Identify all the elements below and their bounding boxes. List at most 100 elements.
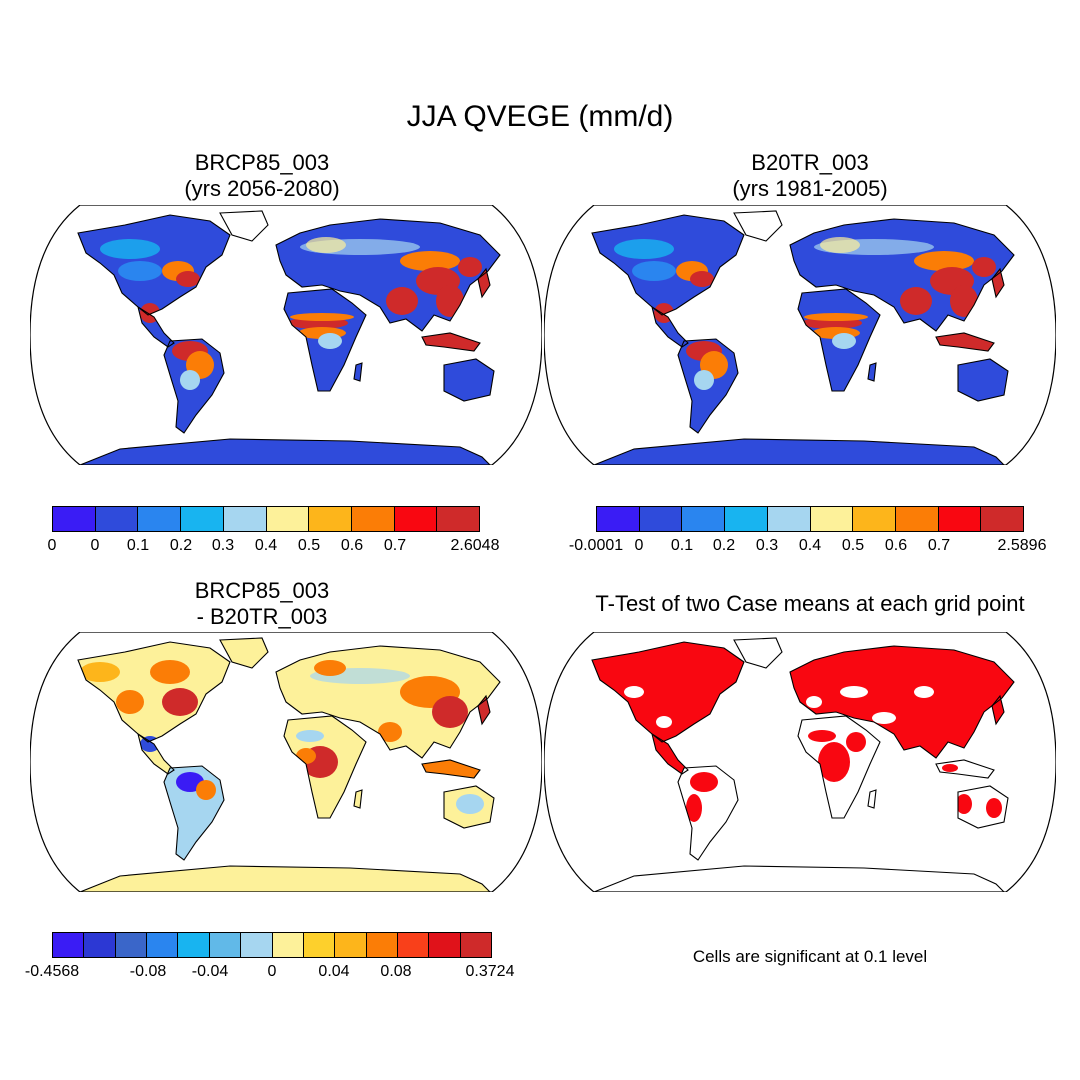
colorbar-swatch [178,933,210,957]
colorbar-swatch [429,933,461,957]
field-patch [196,780,216,800]
field-patch [694,370,714,390]
panel-title-ttest: T-Test of two Case means at each grid po… [595,591,1025,616]
coastline [591,214,745,316]
coastline [651,305,689,348]
colorbar-swatch [241,933,273,957]
panel-case-name: BRCP85_003 [194,150,330,175]
colorbar-tick-label: 0 [47,537,57,554]
land-europeAsia [790,646,1014,758]
colorbar-tick-label: -0.04 [191,963,229,980]
colorbar-swatch [639,507,683,531]
field-patch [846,732,866,752]
map-frame [544,632,1056,892]
colorbar-swatch [394,507,438,531]
colorbar-swatch [397,933,430,957]
field-patch [306,237,346,253]
colorbar-swatch [303,933,336,957]
field-patch [456,794,484,814]
colorbar-historical [596,506,1024,532]
panel-minus-case: - B20TR_003 [196,604,328,629]
colorbar-tick-label: 0.6 [340,537,364,554]
land-antarctica [80,439,490,465]
field-patch [956,794,972,814]
colorbar-swatch [147,933,179,957]
colorbar-swatch [767,507,811,531]
field-patch [180,370,200,390]
field-patch [436,285,464,317]
coastline [283,715,367,819]
field-patch [80,662,120,682]
field-patch [820,237,860,253]
field-patch [690,271,714,287]
map-frame [544,205,1056,465]
map-historical [544,205,1056,465]
colorbar-swatch [272,933,304,957]
colorbar-tick-label: 0.2 [712,537,736,554]
map-frame [30,632,542,892]
colorbar-swatch [95,507,139,531]
field-patch [432,696,468,728]
field-patch [656,716,672,728]
coastline [421,759,481,779]
coastline [477,694,491,726]
land-greenland [734,211,782,241]
coastline [957,785,1009,829]
colorbar-swatch [84,933,116,957]
land-northAmerica [78,642,230,742]
colorbar-tick-label: 0 [634,537,644,554]
panel-title-historical: B20TR_003 (yrs 1981-2005) [660,150,960,202]
coastline [477,267,491,299]
field-patch [806,696,822,708]
field-patch [832,333,856,349]
coastline [443,785,495,829]
field-patch [654,303,674,323]
colorbar-swatch [223,507,267,531]
map-frame [30,205,542,465]
coastline [77,641,231,743]
coastline [137,305,175,348]
land-greenland [734,638,782,668]
field-patch [914,251,974,271]
coastline [591,641,745,743]
colorbar-swatch [597,507,640,531]
field-patch [624,686,644,698]
colorbar-tick-label: 0.7 [927,537,951,554]
colorbar-swatch [138,507,182,531]
panel-case-name: BRCP85_003 [194,578,330,603]
coastline [651,732,689,775]
panel-case-name: B20TR_003 [751,150,869,175]
field-patch [986,798,1002,818]
colorbar-swatch [981,507,1024,531]
colorbar-tick-label: 0.08 [380,963,412,980]
field-patch [818,742,850,782]
field-patch [296,748,316,764]
colorbar-tick-label: 2.6048 [450,537,500,554]
land-australia [958,359,1008,401]
colorbar-tick-label: 0.04 [318,963,350,980]
colorbar-swatch [309,507,352,531]
land-centralAmerica [652,734,688,774]
coastline [789,645,1015,759]
coastline [593,438,1006,465]
colorbar-tick-label: 0.3724 [465,963,515,980]
coastline [353,362,363,382]
land-northAmerica [592,642,744,742]
colorbar-swatch [460,933,492,957]
colorbar-swatch [53,507,96,531]
field-patch [386,287,418,315]
coastline [163,765,225,861]
field-patch [318,333,342,349]
coastline [733,637,783,669]
colorbar-tick-label: -0.4568 [24,963,80,980]
land-antarctica [594,866,1004,892]
land-greenland [220,638,268,668]
colorbar-swatch [53,933,85,957]
coastline [283,288,367,392]
coastline [789,218,1015,332]
colorbar-swatch [437,507,480,531]
colorbar-tick-label: 0.2 [169,537,193,554]
coastline [79,438,492,465]
colorbar-tick-label: 0.4 [254,537,278,554]
field-patch [118,261,162,281]
